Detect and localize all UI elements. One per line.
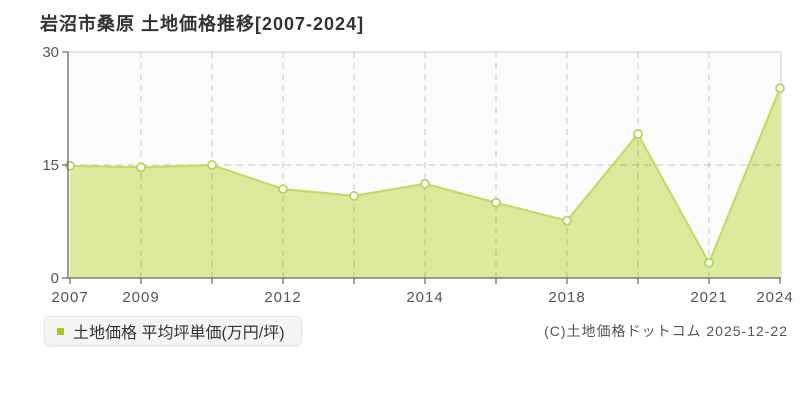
data-point-marker [207, 160, 217, 170]
price-trend-plot: 0 15 30 2007 2009 2012 2014 2018 2021 2024 [42, 44, 793, 306]
data-point-marker [704, 257, 714, 268]
chart-footer: 土地価格 平均坪単価(万円/坪) (C)土地価格ドットコム 2025-12-22 [0, 313, 800, 349]
data-point-marker [349, 190, 359, 201]
x-tick-label: 2007 [51, 289, 88, 306]
chart-title: 岩沼市桑原 土地価格推移[2007-2024] [40, 14, 365, 34]
data-point-marker [278, 184, 288, 195]
data-point-marker [562, 215, 572, 226]
data-point-marker [65, 160, 75, 171]
data-point-marker [491, 197, 501, 208]
data-point-marker [775, 83, 785, 94]
data-point-marker [420, 178, 430, 189]
x-tick-label: 2021 [690, 289, 727, 306]
area-fill [70, 88, 780, 278]
x-tick-label: 2012 [264, 289, 301, 306]
x-tick-label: 2009 [122, 289, 159, 306]
copyright-text: (C)土地価格ドットコム 2025-12-22 [544, 323, 788, 339]
x-tick-label: 2018 [548, 289, 585, 306]
legend: 土地価格 平均坪単価(万円/坪) [44, 316, 302, 346]
data-point-marker [136, 162, 146, 173]
y-tick-label: 0 [51, 270, 59, 287]
x-tick-label: 2014 [406, 289, 443, 306]
y-tick-label: 30 [42, 44, 59, 61]
legend-marker-icon [57, 327, 64, 335]
data-point-marker [633, 129, 643, 139]
x-tick-label: 2024 [756, 289, 793, 306]
y-tick-label: 15 [42, 157, 59, 174]
legend-label: 土地価格 平均坪単価(万円/坪) [73, 325, 285, 342]
